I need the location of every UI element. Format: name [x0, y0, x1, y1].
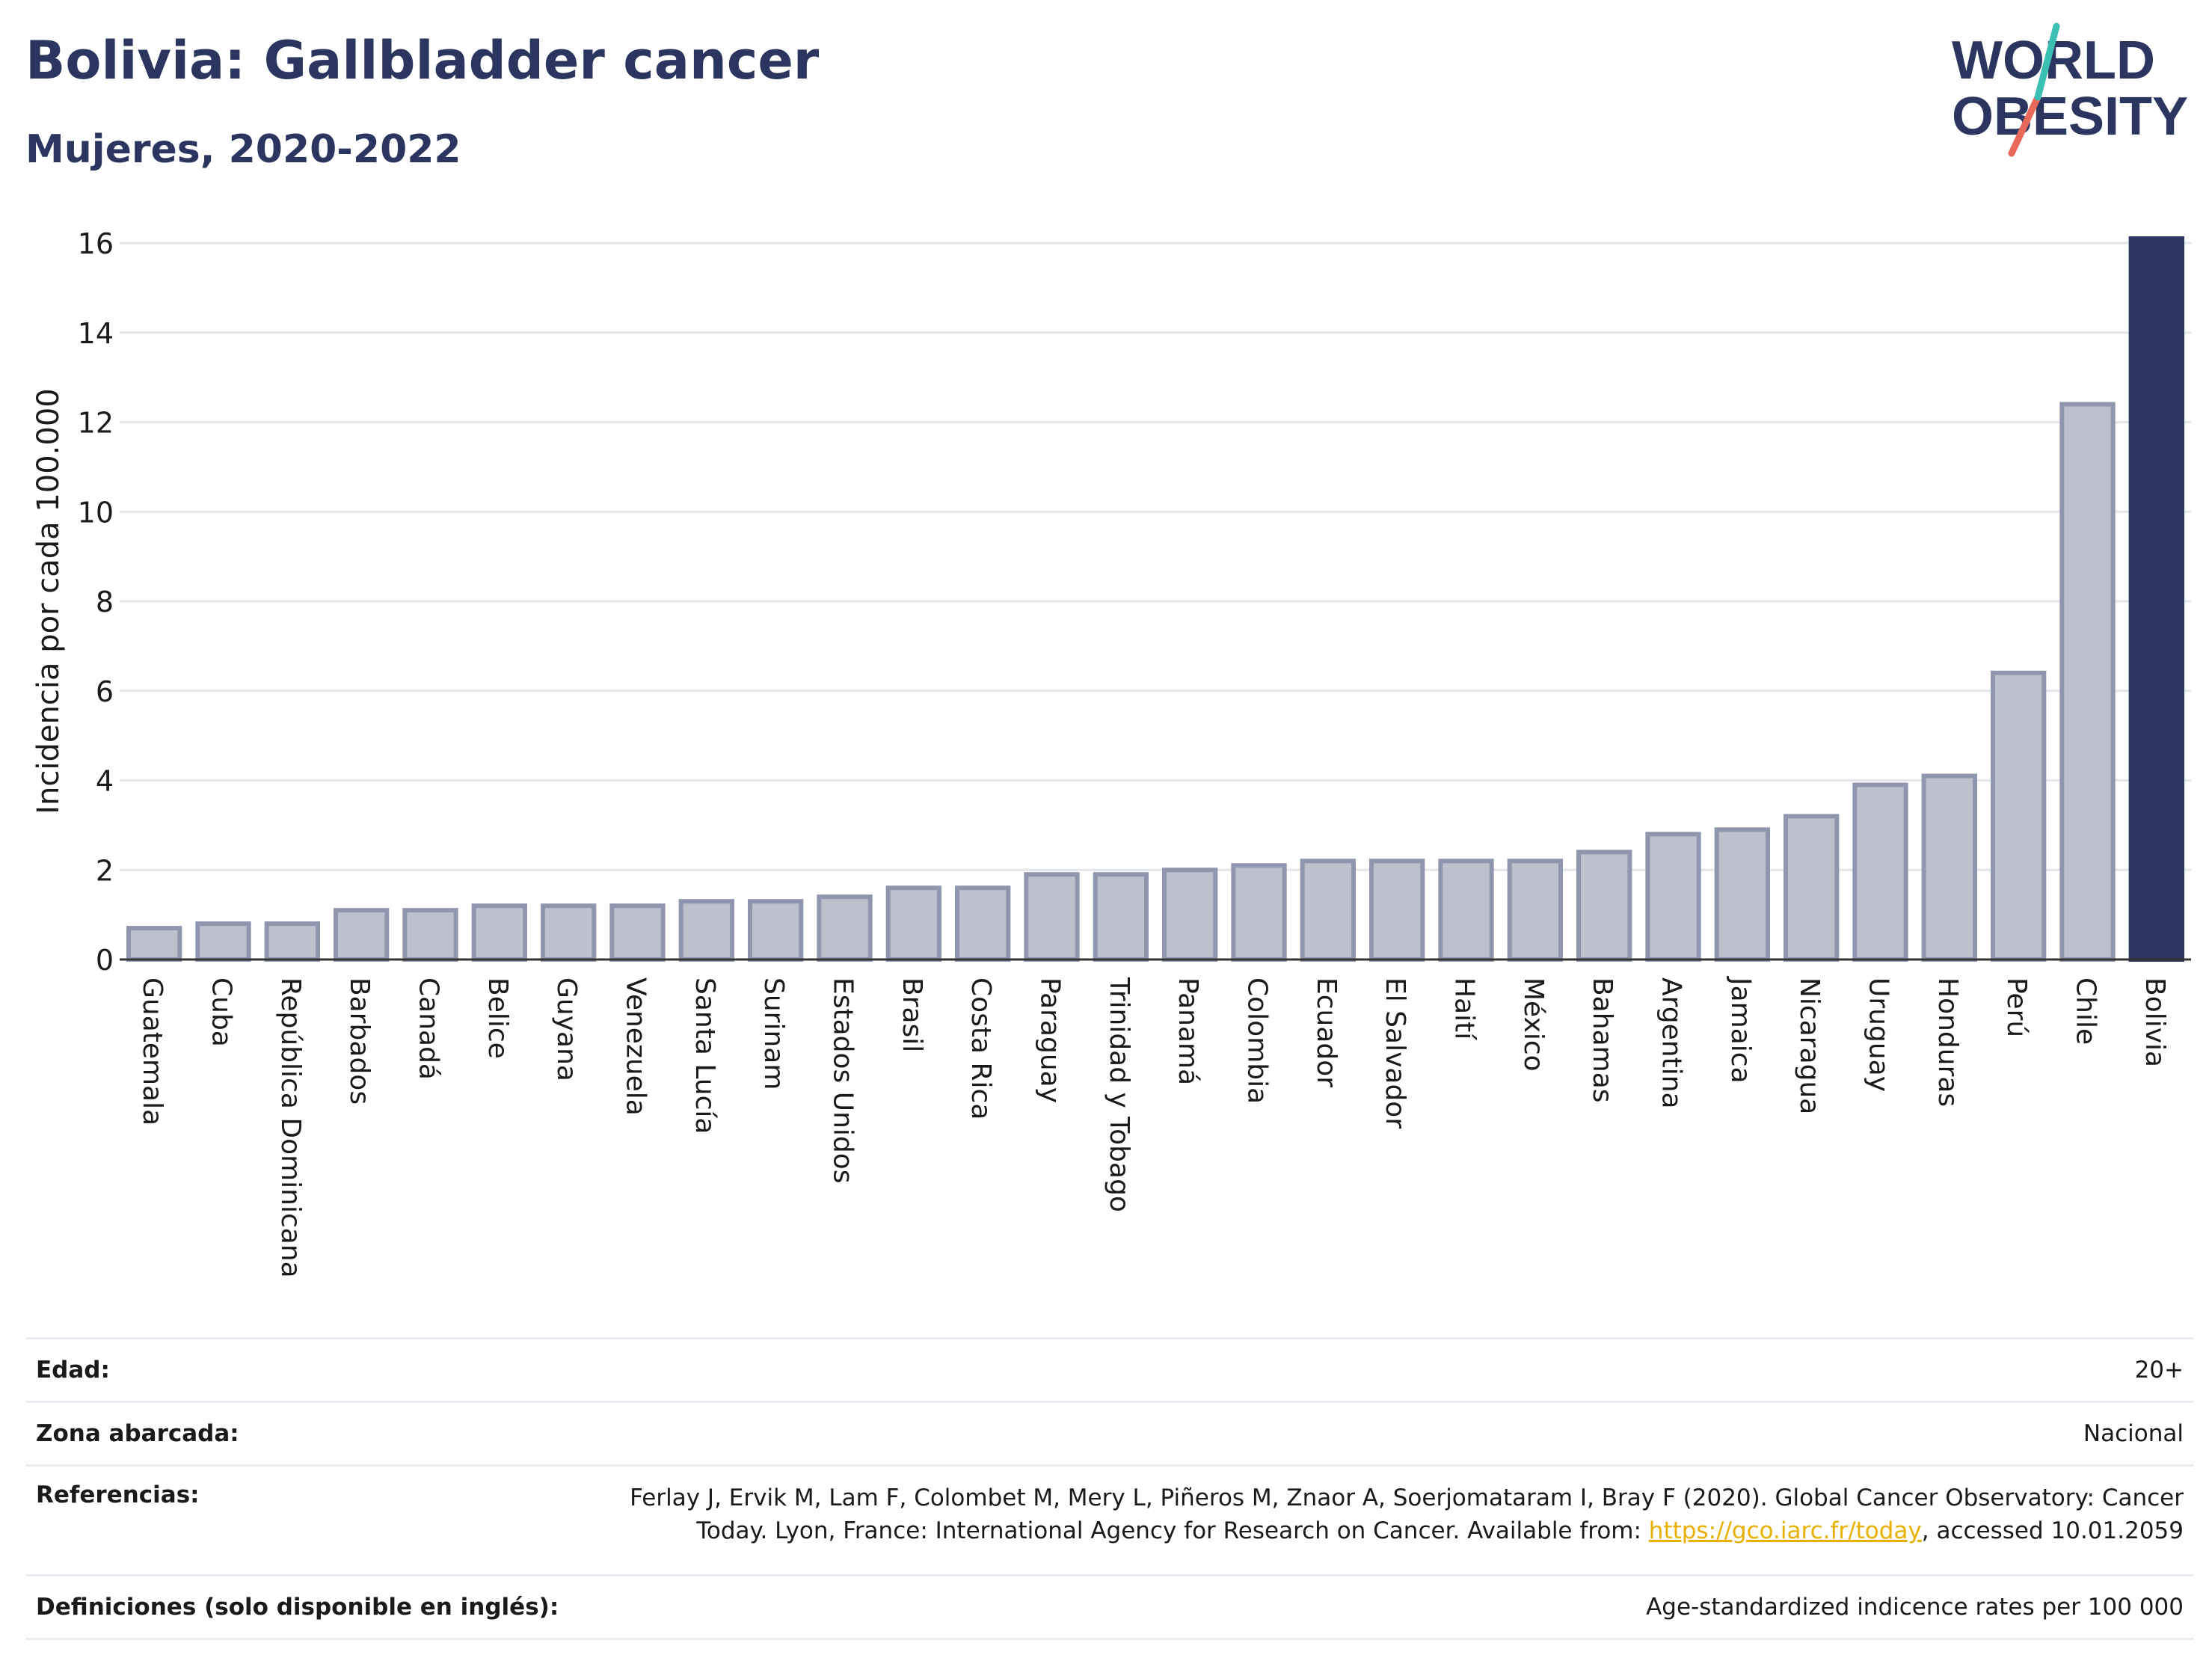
bars: [126, 236, 2184, 962]
age-label: Edad:: [25, 1337, 570, 1403]
x-tick-label: Venezuela: [621, 977, 651, 1116]
bar-perú: [1991, 670, 2047, 962]
x-tick-label: Estados Unidos: [828, 977, 858, 1184]
chart-title: Bolivia: Gallbladder cancer: [25, 30, 820, 91]
references-text-3: , accessed 10.01.2059: [1921, 1517, 2184, 1544]
bar-venezuela: [609, 903, 666, 962]
bar-bolivia: [2128, 236, 2184, 962]
references-text-1: Ferlay J, Ervik M, Lam F, Colombet M, Me…: [630, 1484, 2184, 1511]
info-table: Edad: 20+ Zona abarcada: Nacional Refere…: [25, 1337, 2194, 1640]
x-tick-label: Canadá: [414, 977, 444, 1080]
bar-bahamas: [1576, 850, 1632, 962]
x-tick-label: Bolivia: [2139, 977, 2170, 1067]
x-tick-label: Costa Rica: [965, 977, 996, 1120]
x-tick-label: Guyana: [551, 977, 582, 1081]
bar-honduras: [1921, 773, 1977, 962]
chart-subtitle: Mujeres, 2020-2022: [25, 127, 461, 172]
x-tick-label: República Dominicana: [275, 977, 306, 1278]
bar-jamaica: [1714, 827, 1770, 962]
zone-value: Nacional: [570, 1401, 2194, 1467]
x-tick-label: Cuba: [206, 977, 237, 1047]
x-tick-label: Bahamas: [1587, 977, 1617, 1103]
zone-label: Zona abarcada:: [25, 1401, 570, 1467]
logo-slash-red: [2008, 93, 2042, 157]
bar-guatemala: [126, 926, 182, 962]
info-row-definitions: Definiciones (solo disponible en inglés)…: [25, 1574, 2194, 1640]
references-text-2: Today. Lyon, France: International Agenc…: [696, 1517, 1649, 1544]
bar-ecuador: [1300, 859, 1356, 962]
x-tick-label: Santa Lucía: [689, 977, 720, 1134]
bar-surinam: [748, 899, 804, 962]
info-row-age: Edad: 20+: [25, 1337, 2194, 1403]
x-tick-label: Trinidad y Tobago: [1104, 977, 1134, 1212]
x-tick-label: Uruguay: [1864, 977, 1894, 1092]
references-link[interactable]: https://gco.iarc.fr/today: [1648, 1517, 1922, 1544]
x-tick-label: Brasil: [897, 977, 927, 1052]
x-tick-label: Ecuador: [1311, 977, 1342, 1087]
x-tick-label: Panamá: [1173, 977, 1203, 1085]
bar-chile: [2059, 402, 2116, 962]
x-tick-label: Barbados: [344, 977, 375, 1105]
bar-belice: [471, 903, 527, 962]
definitions-value: Age-standardized indicence rates per 100…: [570, 1574, 2194, 1640]
bar-santa-lucía: [678, 899, 734, 962]
bar-el-salvador: [1369, 859, 1425, 962]
bar-costa-rica: [955, 885, 1011, 962]
x-tick-label: El Salvador: [1380, 977, 1410, 1129]
bar-canadá: [402, 908, 458, 962]
bar-colombia: [1231, 863, 1287, 962]
info-row-references: Referencias: Ferlay J, Ervik M, Lam F, C…: [25, 1464, 2194, 1576]
x-tick-label: Argentina: [1656, 977, 1687, 1109]
bar-trinidad-y-tobago: [1093, 872, 1149, 962]
x-tick-label: Honduras: [1932, 977, 1963, 1107]
bar-méxico: [1507, 859, 1563, 962]
references-value: Ferlay J, Ervik M, Lam F, Colombet M, Me…: [570, 1464, 2194, 1576]
bar-brasil: [885, 885, 941, 962]
bar-estados-unidos: [817, 894, 873, 962]
x-tick-label: Paraguay: [1035, 977, 1066, 1103]
references-label: Referencias:: [25, 1464, 570, 1576]
world-obesity-logo: WORLD OBESITY: [1952, 22, 2188, 157]
logo-slash-teal: [2034, 22, 2060, 101]
y-tick-label: 8: [96, 586, 114, 618]
x-tick-label: Belice: [482, 977, 513, 1059]
y-tick-label: 0: [96, 944, 114, 977]
x-tick-label: Guatemala: [137, 977, 168, 1126]
definitions-label: Definiciones (solo disponible en inglés)…: [25, 1574, 570, 1640]
age-value: 20+: [570, 1337, 2194, 1403]
x-tick-label: México: [1518, 977, 1549, 1072]
bar-nicaragua: [1784, 814, 1840, 962]
y-axis-ticks: 0 2 4 6 8 10 12 14 16: [78, 227, 114, 977]
x-tick-label: Surinam: [758, 977, 789, 1090]
bar-paraguay: [1024, 872, 1080, 962]
bar-panamá: [1162, 868, 1218, 962]
bar-república-dominicana: [264, 921, 320, 962]
x-tick-label: Nicaragua: [1794, 977, 1825, 1114]
x-axis-labels: Guatemala Cuba República Dominicana Barbado…: [137, 976, 2170, 1278]
bar-chart: 0 2 4 6 8 10 12 14 16 Guatemala Cuba República Dom…: [31, 227, 2191, 1278]
logo-line2: OBESITY: [1952, 87, 2188, 147]
y-tick-label: 2: [96, 854, 114, 887]
info-row-zone: Zona abarcada: Nacional: [25, 1401, 2194, 1467]
y-tick-label: 4: [96, 765, 114, 798]
bar-argentina: [1645, 832, 1701, 962]
x-tick-label: Jamaica: [1725, 976, 1756, 1084]
y-axis-label: Incidencia por cada 100.000: [31, 388, 66, 814]
bar-haití: [1438, 859, 1494, 962]
bar-uruguay: [1852, 782, 1908, 962]
y-tick-label: 6: [96, 675, 114, 708]
bar-cuba: [195, 921, 251, 962]
x-tick-label: Chile: [2071, 977, 2101, 1045]
bar-barbados: [334, 908, 390, 962]
x-tick-label: Perú: [2001, 977, 2032, 1037]
bar-guyana: [541, 903, 597, 962]
y-tick-label: 16: [78, 227, 114, 260]
y-tick-label: 14: [78, 317, 114, 350]
y-tick-label: 12: [78, 407, 114, 440]
y-tick-label: 10: [78, 496, 114, 529]
x-tick-label: Colombia: [1242, 977, 1273, 1104]
x-tick-label: Haití: [1449, 977, 1480, 1040]
